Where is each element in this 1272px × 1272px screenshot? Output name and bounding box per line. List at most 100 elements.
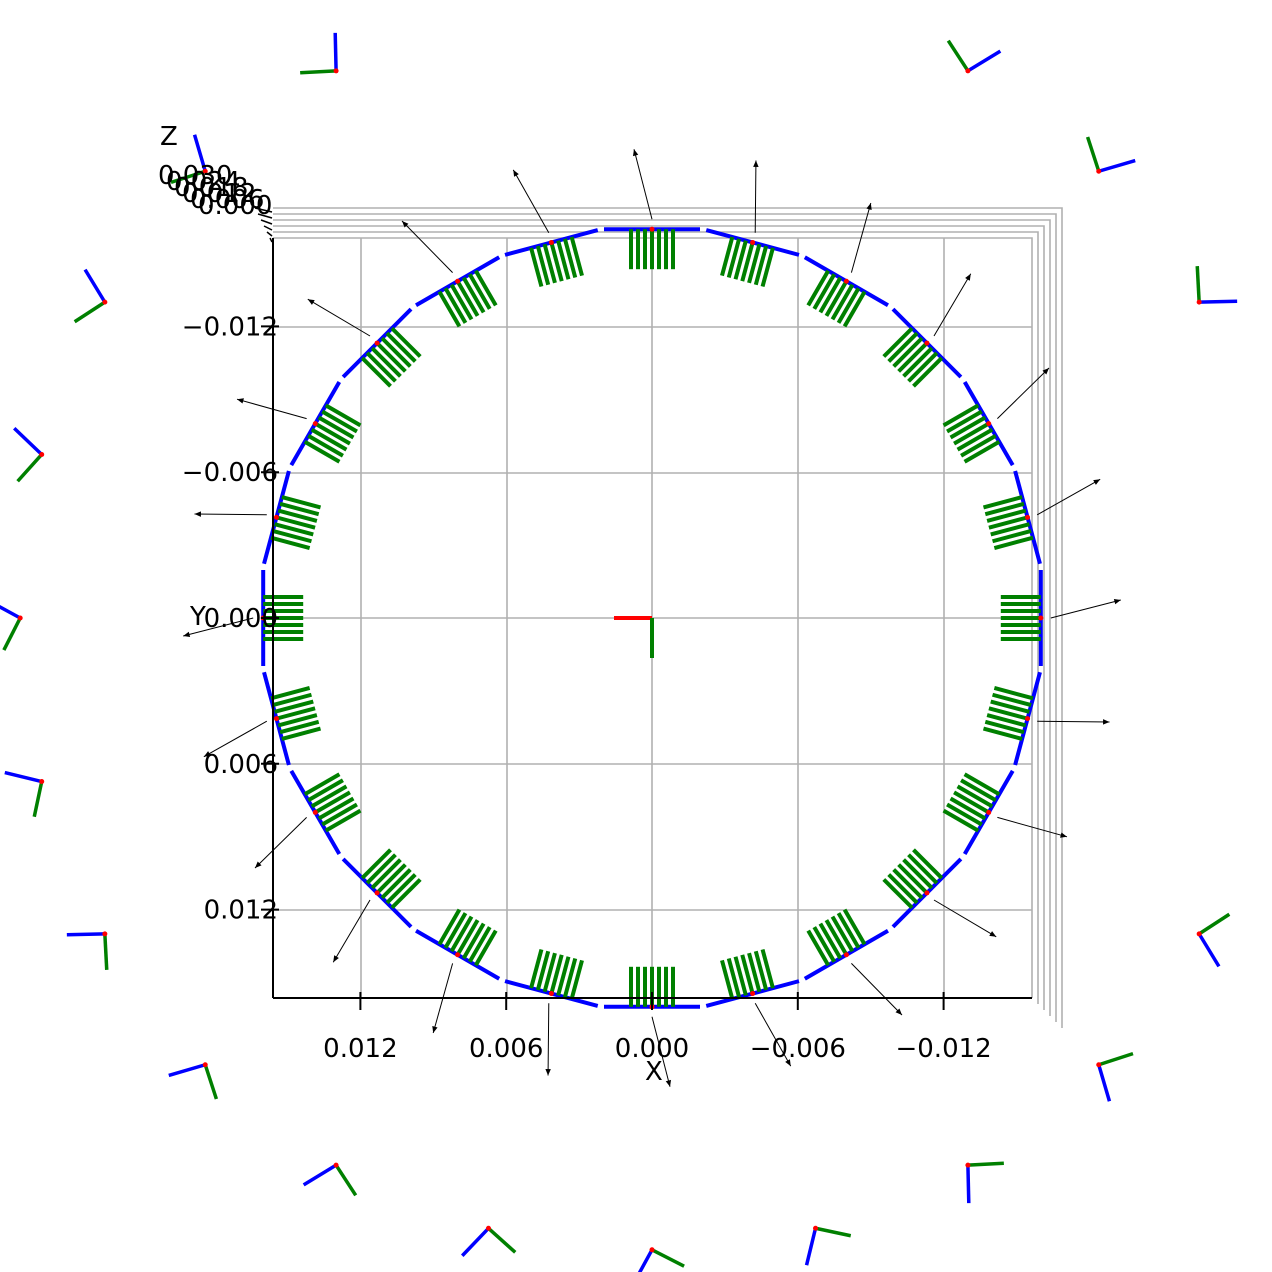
frame-y-axis [310,784,348,809]
frame-ring [0,32,1238,1272]
frame-x-axis [986,421,992,427]
frame-arrow-head [183,631,191,638]
frame-y-axis [949,796,987,821]
outer-frame-y-axis [2,617,22,651]
outer-frame-y-axis [170,169,206,185]
frame-y-axis [812,926,837,963]
frame-y-axis [887,873,919,905]
outer-frame-y-axis [651,1248,685,1268]
frame-y-axis [949,415,987,440]
frame-y-axis [960,433,997,458]
frame-x-axis [548,991,554,997]
frame-y-axis [953,421,990,446]
frame-y-axis [529,948,544,989]
z-tick-label: 0.030 [158,161,232,191]
frame-y-axis [984,501,1025,517]
frame-y-axis [437,290,462,328]
frame-y-axis [380,868,412,900]
frame-y-axis [740,241,755,282]
frame-y-axis [956,784,994,809]
frame-arrow [933,273,972,337]
x-tick-label: −0.012 [895,1034,991,1064]
frame-y-axis [963,440,1001,464]
frame-x-axis [843,952,849,958]
frame-x-axis [843,278,849,284]
frame-y-axis [726,238,742,278]
frame-arrow-head [333,955,339,963]
frame-arrow-head [203,751,211,757]
outer-frame-x-axis [39,451,45,457]
outer-frame-x-axis [39,779,45,785]
outer-frame-x-axis [102,299,108,305]
frame-arrow [651,1016,671,1087]
frame-x-axis [1038,615,1044,621]
frame-y-axis [307,778,344,803]
frame-y-axis [461,276,486,314]
frame-y-axis [274,699,314,714]
outer-frame-z-axis [168,1063,206,1078]
frame-y-axis [946,409,983,434]
outer-frame-z-axis [83,268,107,304]
frame-y-axis [892,336,924,368]
frame-y-axis [549,954,564,995]
outer-frame-x-axis [1196,931,1202,937]
frame-y-axis [946,802,983,827]
frame-arrow-head [866,203,872,210]
frame-y-axis [990,522,1030,537]
frame-x-axis [750,991,756,997]
frame-y-axis [760,247,775,288]
frame-y-axis [443,287,468,324]
frame-y-axis [535,950,551,991]
frame-y-axis [812,273,837,310]
frame-y-axis [535,245,551,286]
frame-y-axis [562,958,578,998]
x-tick-label: −0.006 [750,1034,846,1064]
outer-frame-x-axis [485,1225,491,1231]
frame-y-axis [720,236,735,277]
frame-arrow-head [432,1026,438,1033]
frame-y-axis [314,790,351,815]
frame-y-axis [275,706,316,721]
frame-y-axis [993,535,1034,550]
frame-x-axis [374,340,380,346]
outer-frame-z-axis [4,770,43,784]
frame-y-axis [993,686,1034,701]
frame-y-axis [912,356,944,388]
outer-frame-y-axis [815,1226,852,1238]
outer-frame-x-axis [965,68,971,74]
frame-arrow-head [965,273,971,281]
frame-arrow [933,899,997,938]
frame-y-axis [467,926,492,963]
frame-y-axis [474,269,498,307]
frame-arrow [254,817,307,869]
frame-y-axis [380,336,412,368]
frame-y-axis [569,236,584,277]
frame-arrow-head [665,1079,672,1087]
frame-y-axis [385,873,417,905]
frame-arrow [850,202,872,273]
outer-frame-x-axis [202,168,208,174]
frame-arrow-head [753,160,759,167]
frame-arrow-head [255,861,262,868]
frame-y-axis [942,808,980,833]
z-tick-label: 0.012 [182,179,256,209]
z-tick-label: 0.018 [174,173,248,203]
frame-y-axis [830,283,855,321]
frame-y-axis [569,959,584,1000]
frame-y-axis [324,808,362,833]
frame-arrow [754,1002,792,1067]
y-tick-label: 0.006 [204,750,278,780]
frame-y-axis [375,863,407,895]
pane-edge [273,207,1063,1028]
frame-y-axis [303,772,341,796]
z-tick-mark [254,207,273,213]
frame-y-axis [455,919,480,956]
frame-y-axis [455,280,480,317]
frame-y-axis [740,954,755,995]
y-tick-label: 0.000 [204,604,278,634]
outer-frame-z-axis [966,49,1002,73]
frame-y-axis [902,858,934,890]
frame-arrow-head [1093,479,1101,485]
frame-arrow [307,298,371,337]
